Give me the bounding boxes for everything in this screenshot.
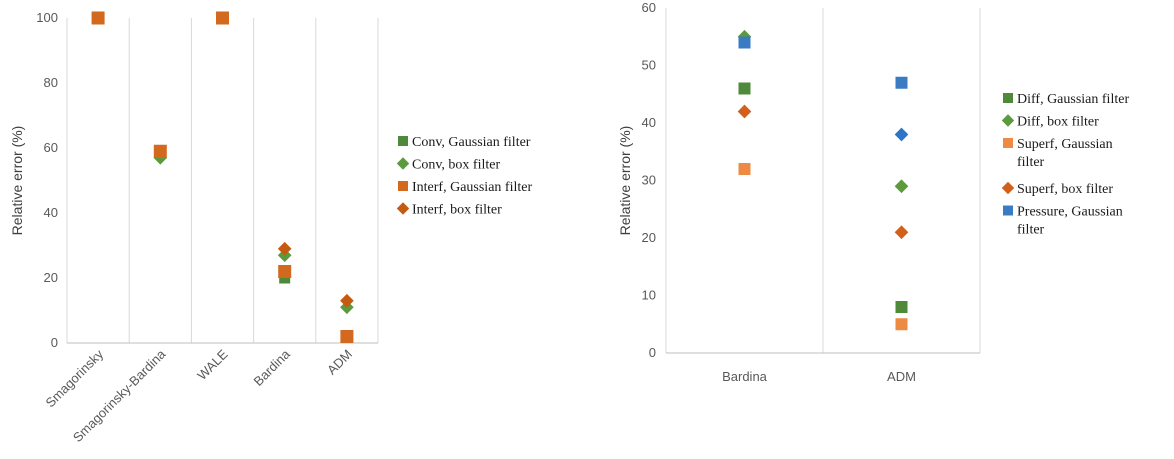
y-tick-label: 60 [44, 140, 58, 155]
y-tick-label: 50 [642, 58, 656, 73]
x-tick-label: Bardina [722, 369, 768, 384]
legend-marker [1001, 181, 1015, 195]
data-point [894, 225, 909, 240]
data-point [895, 76, 908, 89]
legend-label: Interf, Gaussian filter [412, 180, 532, 195]
data-point [278, 265, 292, 278]
y-tick-label: 60 [642, 0, 656, 15]
y-tick-label: 20 [642, 230, 656, 245]
legend-label: Superf, Gaussian [1017, 137, 1113, 152]
data-point [738, 36, 751, 49]
legend-marker [1001, 114, 1015, 127]
y-tick-label: 80 [44, 75, 58, 90]
legend-label: Interf, box filter [412, 203, 502, 218]
legend-label: Conv, Gaussian filter [412, 135, 531, 150]
legend-label: Superf, box filter [1017, 182, 1113, 197]
y-axis-title: Relative error (%) [617, 126, 633, 236]
data-point [277, 241, 292, 256]
x-tick-label: WALE [194, 346, 231, 383]
legend-label: Conv, box filter [412, 158, 500, 173]
legend-marker [396, 157, 410, 170]
data-point [738, 82, 751, 95]
y-tick-label: 40 [642, 115, 656, 130]
legend-marker [396, 202, 410, 215]
y-tick-label: 0 [649, 345, 656, 360]
legend-marker [1003, 138, 1013, 148]
right-chart: 0 10 20 30 40 50 60 Relative error (%) Bardina AD… [617, 0, 1129, 384]
legend-marker [1003, 93, 1013, 103]
y-tick-label: 40 [44, 205, 58, 220]
legend-label: Diff, box filter [1017, 115, 1099, 130]
legend-marker [398, 136, 408, 146]
legend-label: Pressure, Gaussian [1017, 205, 1123, 220]
data-point [894, 179, 909, 194]
y-tick-label: 10 [642, 288, 656, 303]
x-tick-label: Smagorinsky [42, 346, 106, 410]
data-point [216, 11, 229, 25]
y-tick-label: 30 [642, 173, 656, 188]
y-tick-label: 100 [36, 10, 58, 25]
left-chart: 0 20 40 60 80 100 Relative error (%) Smagorinsk… [9, 10, 532, 445]
y-tick-label: 0 [51, 335, 58, 350]
x-tick-label: ADM [324, 347, 355, 378]
data-point [895, 301, 908, 313]
legend-marker [1003, 205, 1013, 216]
data-point [153, 144, 167, 158]
data-point [340, 330, 354, 343]
data-point [91, 11, 105, 25]
data-point [895, 318, 908, 331]
data-point [894, 127, 909, 142]
x-tick-label: Bardina [251, 346, 294, 389]
data-point [340, 293, 354, 308]
data-point [738, 163, 751, 175]
data-point [737, 104, 752, 119]
legend-label: filter [1017, 155, 1045, 170]
legend-label: filter [1017, 223, 1045, 238]
y-axis-title: Relative error (%) [9, 126, 25, 236]
legend-label: Diff, Gaussian filter [1017, 92, 1129, 107]
legend-marker [398, 181, 408, 191]
y-tick-label: 20 [44, 270, 58, 285]
x-tick-label: ADM [887, 369, 916, 384]
